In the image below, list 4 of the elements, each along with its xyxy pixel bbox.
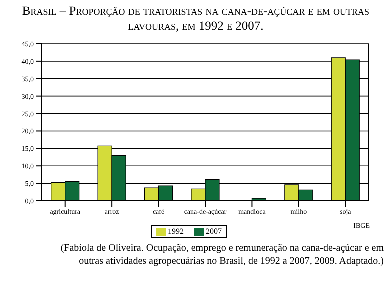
- legend-label: 2007: [205, 227, 222, 236]
- legend-label: 1992: [167, 227, 184, 236]
- chart-title: Brasil – Proporção de tratoristas na cana-de-açúcar e em outras lavouras, em 1992 e 2007.: [21, 4, 371, 34]
- text: (Fabíola de Oliveira. Ocupação, emprego e remuneração na cana-de-açúcar e em outras atividades agropecuárias no Brasil, de 1992 a 2007, 2009. Adaptado.): [60, 242, 384, 268]
